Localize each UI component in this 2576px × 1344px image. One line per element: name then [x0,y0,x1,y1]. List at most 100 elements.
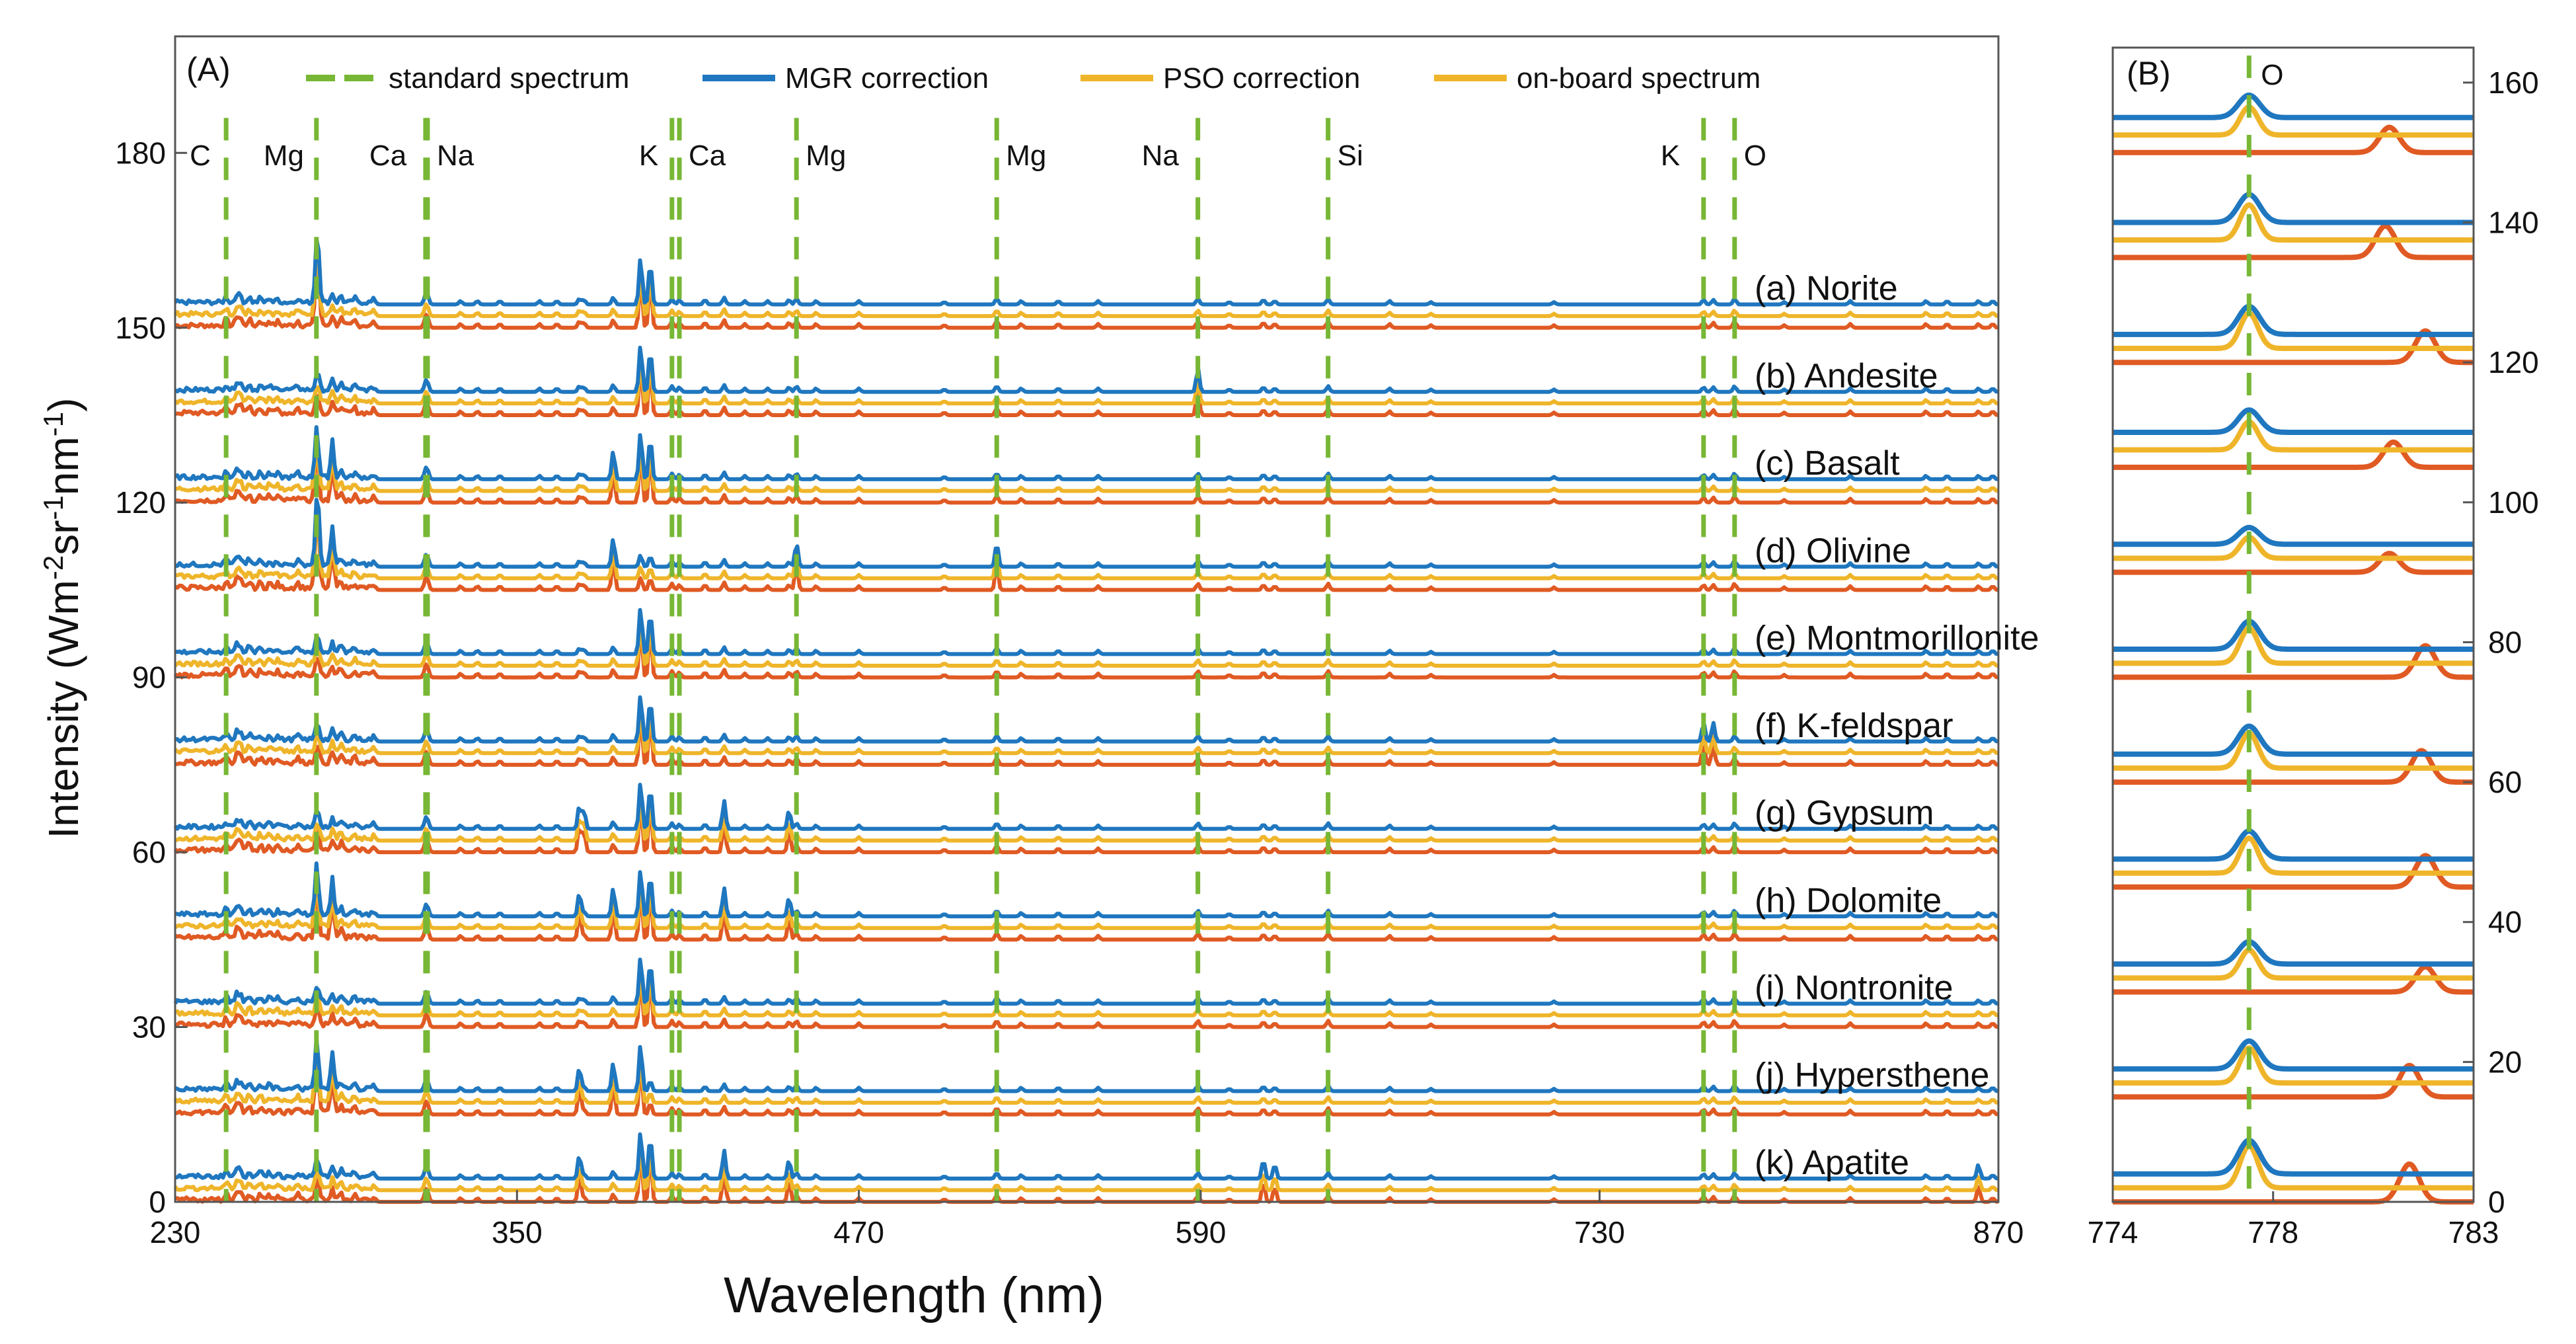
pso-series-line [174,619,1999,668]
panel-b-trace-group [2113,618,2474,680]
y-tick-label: 40 [2488,905,2522,939]
panel-b-trace-group [2113,939,2474,995]
y-axis-label-part: Intensity (Wm [40,580,87,838]
y-tick-label: 180 [115,136,166,170]
y-axis-label-sup: -1 [38,412,69,436]
y-axis-label-part: nm [40,436,87,495]
sample-trace-group [173,237,1999,330]
pso-series-line [174,434,1999,493]
pso-series-line [173,1048,1999,1105]
panel-a-frame [174,35,2000,1203]
sample-label: (d) Olivine [1755,532,1911,570]
y-axis-label-sup: -2 [38,555,69,580]
mgr-series-line [174,345,1999,394]
mgr-series-line [2113,723,2474,757]
legend: standard spectrum MGR correction PSO corre… [306,62,1761,95]
element-label: O [2261,59,2283,91]
onboard-series-line [2113,223,2474,260]
pso-series-line [2113,625,2474,666]
pso-series-line [2113,1045,2474,1086]
element-label: K [639,139,658,172]
x-tick-label: 230 [150,1215,201,1249]
mgr-series-line [2113,1038,2474,1072]
pso-series-line [174,794,1999,843]
panel-b-trace-group [2113,303,2474,366]
panel-b-trace-group [2113,1137,2474,1205]
y-tick-label: 120 [2488,345,2539,379]
sample-label: (h) Dolomite [1755,881,1942,920]
legend-label: MGR correction [785,62,989,95]
onboard-series-line [2113,1161,2474,1205]
sample-trace-group [173,783,1999,855]
legend-label: PSO correction [1163,62,1360,95]
pso-series-line [2113,311,2474,351]
sample-trace-group [174,345,1999,417]
x-tick-label: 470 [833,1215,884,1249]
x-tick-label: 730 [1574,1215,1625,1249]
sample-trace-group [174,498,1999,592]
sample-trace-group [174,425,1999,505]
mgr-series-line [174,861,1999,919]
x-axis-label: Wavelength (nm) [724,1267,1104,1324]
panel-b-trace-group [2113,524,2474,575]
mgr-series-line [174,425,1999,481]
sample-label: (i) Nontronite [1755,968,1953,1007]
element-label: Ca [689,139,726,172]
onboard-series-line [174,877,1999,942]
onboard-series-line [173,626,1999,680]
element-label: Si [1338,139,1363,172]
pso-series-line [173,1144,1999,1193]
pso-series-line [2113,947,2474,981]
onboard-series-line [173,801,1999,855]
panel-b-element-line: O [2246,56,2284,1202]
panel-b-label: (B) [2127,55,2171,92]
sample-label: (f) K-feldspar [1755,707,1953,745]
panel-a-traces [173,237,1999,1204]
onboard-series-line [2113,439,2474,470]
onboard-series-line [2113,551,2474,575]
panel-b: O 774 778 783 0 20 40 60 80 100 120 140 160 (B) [2088,46,2539,1249]
sample-label: (g) Gypsum [1755,794,1934,832]
panel-b-trace-group [2113,723,2474,785]
sample-label: (e) Montmorillonite [1755,619,2039,658]
onboard-series-line [174,514,1999,592]
panel-b-traces [2113,92,2474,1205]
mgr-series-line [173,783,1999,831]
x-tick-label: 590 [1176,1215,1227,1249]
x-tick-label: 778 [2248,1215,2298,1249]
pso-series-line [2113,534,2474,561]
panel-b-trace-group [2113,192,2474,260]
pso-series-line [2113,419,2474,453]
element-label: K [1661,139,1680,172]
y-tick-label: 80 [2488,625,2522,659]
sample-label: (b) Andesite [1755,357,1938,395]
y-tick-label: 60 [2488,765,2522,799]
mgr-series-line [2113,92,2474,120]
panel-a-label: (A) [186,51,231,88]
y-axis-label: Intensity (Wm-2sr-1nm-1) [38,398,88,839]
sample-trace-group [174,861,1999,942]
mgr-series-line [174,1036,1999,1093]
panel-b-trace-group [2113,1038,2474,1100]
element-label: Na [1142,139,1180,172]
y-tick-label: 120 [115,485,166,520]
x-tick-label: 350 [492,1215,543,1249]
y-tick-label: 100 [2488,485,2539,520]
y-tick-label: 140 [2488,206,2539,240]
onboard-series-line [174,713,1999,767]
mgr-series-line [2113,407,2474,435]
y-tick-label: 150 [115,311,166,345]
x-tick-label: 774 [2088,1215,2139,1249]
mgr-series-line [174,608,1999,656]
element-label: O [1744,139,1766,172]
element-label: C [190,139,211,172]
sample-trace-group [173,957,1999,1029]
panel-b-y-ticks: 0 20 40 60 80 100 120 140 160 [2463,65,2539,1219]
pso-series-line [174,872,1999,930]
sample-label: (k) Apatite [1755,1144,1909,1182]
pso-series-line [2113,1143,2474,1191]
element-label: Mg [806,139,846,172]
pso-series-line [174,707,1999,756]
x-tick-label: 783 [2448,1215,2499,1249]
